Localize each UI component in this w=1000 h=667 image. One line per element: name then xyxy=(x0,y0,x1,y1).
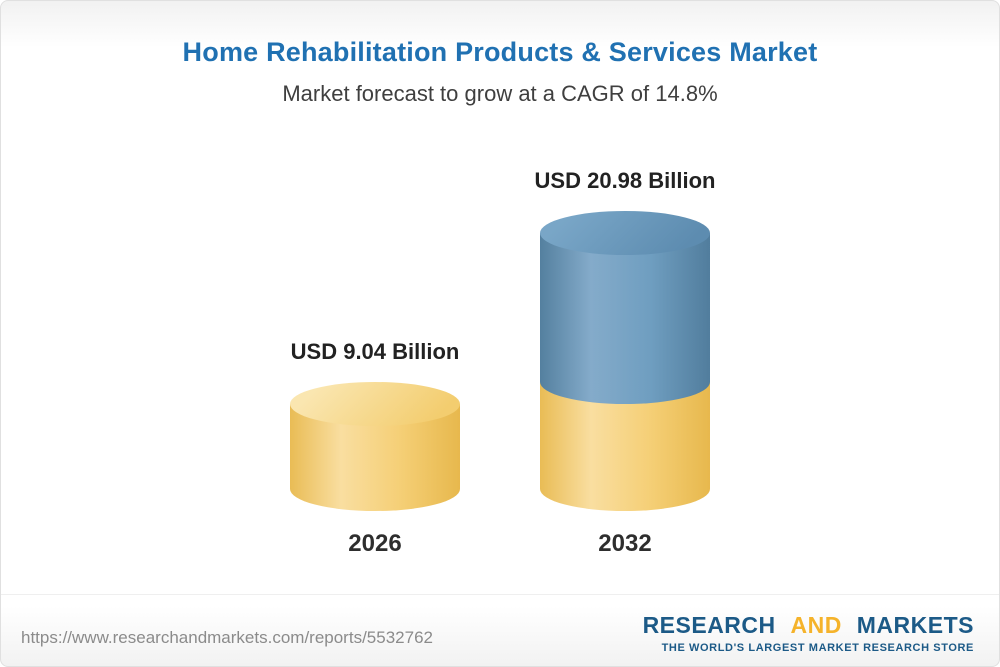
logo-word-research: RESEARCH xyxy=(642,612,776,638)
report-url: https://www.researchandmarkets.com/repor… xyxy=(21,628,433,647)
chart-subtitle: Market forecast to grow at a CAGR of 14.… xyxy=(282,81,718,106)
value-label-2026: USD 9.04 Billion xyxy=(290,339,460,364)
axis-label-2026: 2026 xyxy=(348,530,402,557)
axis-label-2032: 2032 xyxy=(598,530,652,557)
bar-group-2032: USD 20.98 Billion 2032 xyxy=(535,167,716,559)
logo-name: RESEARCH AND MARKETS xyxy=(643,612,974,639)
research-and-markets-logo: RESEARCH AND MARKETS THE WORLD'S LARGEST… xyxy=(643,612,974,654)
cylinder-2026 xyxy=(290,382,460,511)
cylinder-2032-blue-segment xyxy=(540,233,710,404)
cylinder-2032 xyxy=(540,211,710,511)
chart-title: Home Rehabilitation Products & Services … xyxy=(182,37,818,67)
logo-word-and: AND xyxy=(790,612,842,638)
logo-word-markets: MARKETS xyxy=(856,612,974,638)
bar-group-2026: USD 9.04 Billion 2026 xyxy=(290,338,460,559)
bar-chart: USD 9.04 Billion 2026 USD 20.98 Billion … xyxy=(1,167,999,559)
footer: https://www.researchandmarkets.com/repor… xyxy=(1,594,999,666)
value-label-2032: USD 20.98 Billion xyxy=(534,168,716,193)
cylinder-2032-top-face xyxy=(540,211,710,255)
cylinder-2026-top-face xyxy=(290,382,460,426)
logo-tagline: THE WORLD'S LARGEST MARKET RESEARCH STOR… xyxy=(661,642,974,654)
